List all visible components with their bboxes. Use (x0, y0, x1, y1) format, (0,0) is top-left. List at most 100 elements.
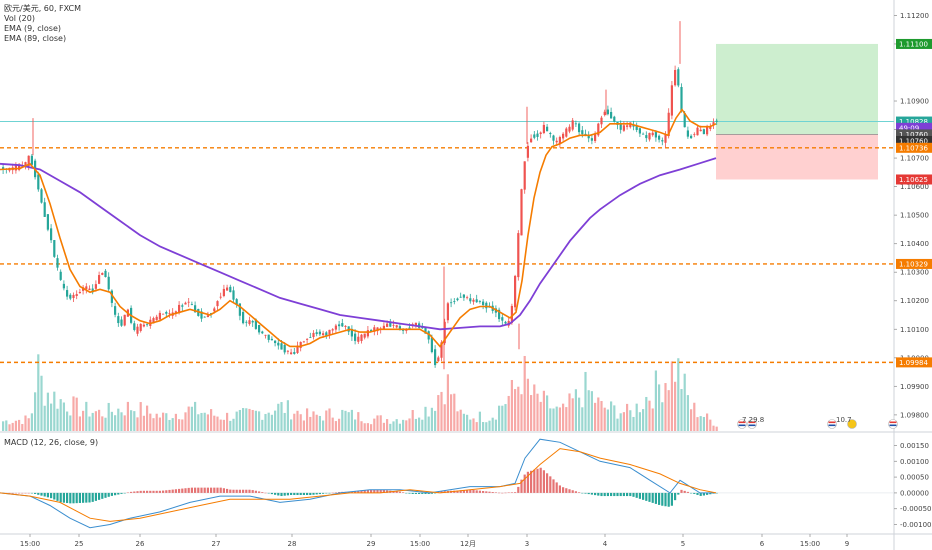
volume-bar (286, 400, 289, 431)
price-tick-label: 1.09900 (900, 383, 929, 391)
volume-bar (315, 414, 318, 431)
volume-bar (69, 415, 72, 431)
vol-legend[interactable]: Vol (20) (4, 14, 35, 23)
candle-body (622, 125, 625, 131)
macd-histogram-bar (379, 489, 382, 493)
volume-bar (283, 412, 286, 431)
macd-histogram-bar (376, 489, 379, 493)
macd-histogram-bar (498, 492, 501, 494)
volume-bar (181, 419, 184, 431)
macd-histogram-bar (78, 492, 81, 503)
candle-body (136, 326, 139, 334)
volume-bar (251, 409, 254, 431)
macd-histogram-bar (373, 489, 376, 493)
price-tag (896, 122, 932, 133)
volume-bar (8, 424, 11, 431)
volume-bar (354, 419, 357, 431)
macd-histogram-bar (456, 490, 459, 493)
candle-body (325, 332, 328, 336)
volume-bar (478, 411, 481, 431)
macd-legend[interactable]: MACD (12, 26, close, 9) (4, 438, 99, 447)
volume-bar (200, 412, 203, 431)
macd-histogram-bar (142, 490, 145, 493)
ema89-line (0, 157, 717, 331)
candle-body (472, 299, 475, 302)
candle-body (78, 291, 81, 293)
candle-body (283, 344, 286, 353)
macd-histogram-bar (331, 492, 334, 494)
candle-body (350, 328, 353, 337)
volume-bar (699, 416, 702, 431)
candle-body (514, 275, 517, 308)
volume-bar (488, 420, 491, 431)
volume-bar (606, 409, 609, 431)
volume-bar (197, 414, 200, 431)
candle-body (386, 323, 389, 327)
volume-bar (222, 419, 225, 431)
candle-body (133, 323, 136, 330)
candle-body (478, 301, 481, 303)
horizontal-levels[interactable] (0, 121, 894, 364)
volume-bar (683, 373, 686, 431)
time-axis[interactable]: 15:00 25 26 27 28 29 15:00 12月 3 4 5 6 15:00 9 (20, 534, 849, 548)
candle-body (226, 287, 229, 291)
candle-body (382, 325, 385, 330)
volume-bar (56, 408, 59, 431)
volume-bar (661, 402, 664, 431)
candle-body (277, 342, 280, 346)
candle-body (107, 276, 110, 290)
candle-body (248, 320, 251, 325)
price-axis[interactable]: 1.112001.111001.109001.108001.107001.106… (894, 12, 931, 529)
volume-bar (494, 419, 497, 431)
symbol-title[interactable]: 欧元/美元, 60, FXCM (4, 4, 82, 13)
price-tag (896, 116, 932, 127)
macd-histogram-bar (619, 492, 622, 497)
ema9-legend[interactable]: EMA (9, close) (4, 24, 61, 33)
volume-bar (686, 395, 689, 431)
time-tick-label: 12月 (460, 540, 476, 548)
candle-body (450, 302, 453, 304)
volume-bar (408, 418, 411, 431)
macd-histogram-bar (366, 490, 369, 493)
candle-body (242, 311, 245, 324)
candle-body (686, 130, 689, 137)
ema-lines (0, 108, 717, 348)
candle-body (517, 233, 520, 278)
macd-histogram-bar (213, 487, 216, 493)
macd-histogram-bar (651, 492, 654, 503)
macd-histogram-bar (613, 492, 616, 497)
volume-bar (290, 419, 293, 431)
macd-histogram-bar (562, 487, 565, 493)
macd-histogram-bar (542, 470, 545, 493)
ema89-legend[interactable]: EMA (89, close) (4, 34, 67, 43)
macd-histogram-bar (94, 492, 97, 501)
macd-histogram-bar (162, 490, 165, 493)
volume-bar (91, 412, 94, 431)
candle-body (555, 140, 558, 143)
macd-histogram-bar (315, 492, 318, 495)
volume-bar (539, 401, 542, 431)
economic-events[interactable]: 7 29.8 10.7 (737, 416, 898, 429)
macd-histogram-bar (581, 492, 584, 494)
macd-tick-label: 0.00050 (900, 474, 929, 482)
macd-histogram-bar (264, 492, 267, 494)
volume-bar (549, 408, 552, 431)
volume-bar (430, 407, 433, 431)
volume-bar (75, 397, 78, 431)
candle-body (50, 228, 53, 241)
macd-histogram-bar (392, 491, 395, 493)
candle-body (421, 327, 424, 329)
position-tool[interactable] (716, 43, 878, 180)
volume-bar (552, 408, 555, 431)
macd-histogram-bar (40, 492, 43, 496)
candle-body (181, 305, 184, 307)
candle-body (523, 161, 526, 190)
macd-histogram-bar (296, 492, 299, 496)
volume-bar (123, 415, 126, 431)
price-tick-label: 1.10400 (900, 240, 929, 248)
price-tag (896, 38, 932, 49)
candle-body (88, 288, 91, 291)
macd-histogram-bar (59, 492, 62, 503)
macd-histogram-bar (658, 492, 661, 505)
